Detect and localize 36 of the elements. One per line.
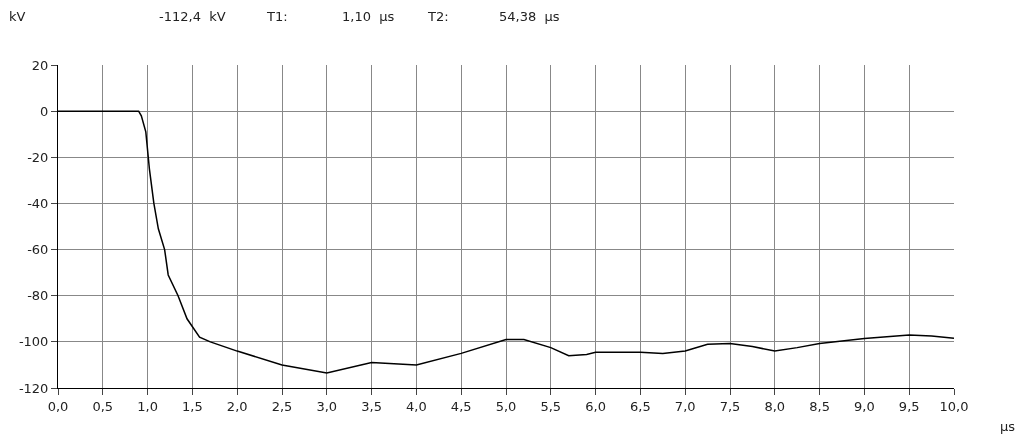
text: 1,10 µs	[342, 9, 395, 24]
x-tick-label: 6,5	[630, 398, 651, 414]
x-tick-label: 2,0	[226, 398, 248, 414]
y-tick-label: 20	[31, 57, 49, 73]
text: -112,4 kV	[159, 9, 226, 24]
x-tick-label: 9,0	[854, 398, 875, 414]
x-tick-label: 3,0	[316, 398, 338, 414]
x-tick-label: 0,5	[92, 398, 114, 414]
x-tick-label: 10,0	[939, 398, 969, 414]
text: 54,38 µs	[499, 9, 560, 24]
x-tick-label: 7,5	[719, 398, 741, 414]
x-tick-label: 5,5	[540, 398, 562, 414]
y-tick-label: -120	[18, 380, 49, 396]
x-tick-label: 0,0	[47, 398, 69, 414]
x-tick-label: 8,5	[809, 398, 830, 414]
x-tick-label: 8,0	[764, 398, 786, 414]
x-tick-label: 3,5	[361, 398, 382, 414]
y-tick-label: -20	[27, 149, 49, 165]
x-tick-label: 1,0	[137, 398, 158, 414]
x-tick-label: 5,0	[495, 398, 517, 414]
y-tick-label: -80	[27, 288, 49, 304]
x-tick-label: 9,5	[898, 398, 920, 414]
x-tick-label: 6,0	[585, 398, 606, 414]
x-tick-label: 4,5	[450, 398, 472, 414]
x-tick-label: 2,5	[271, 398, 293, 414]
text: T1:	[266, 9, 288, 24]
x-tick-label: 4,0	[406, 398, 427, 414]
y-tick-label: -40	[27, 195, 49, 211]
y-axis-title: kV	[9, 9, 26, 24]
y-tick-label: -100	[18, 334, 49, 350]
text: T2:	[427, 9, 449, 24]
x-tick-label: 7,0	[674, 398, 696, 414]
x-tick-label: 1,5	[182, 398, 203, 414]
x-axis-title: µs	[1000, 419, 1016, 434]
y-tick-label: 0	[40, 103, 49, 119]
y-tick-label: -60	[27, 242, 49, 258]
